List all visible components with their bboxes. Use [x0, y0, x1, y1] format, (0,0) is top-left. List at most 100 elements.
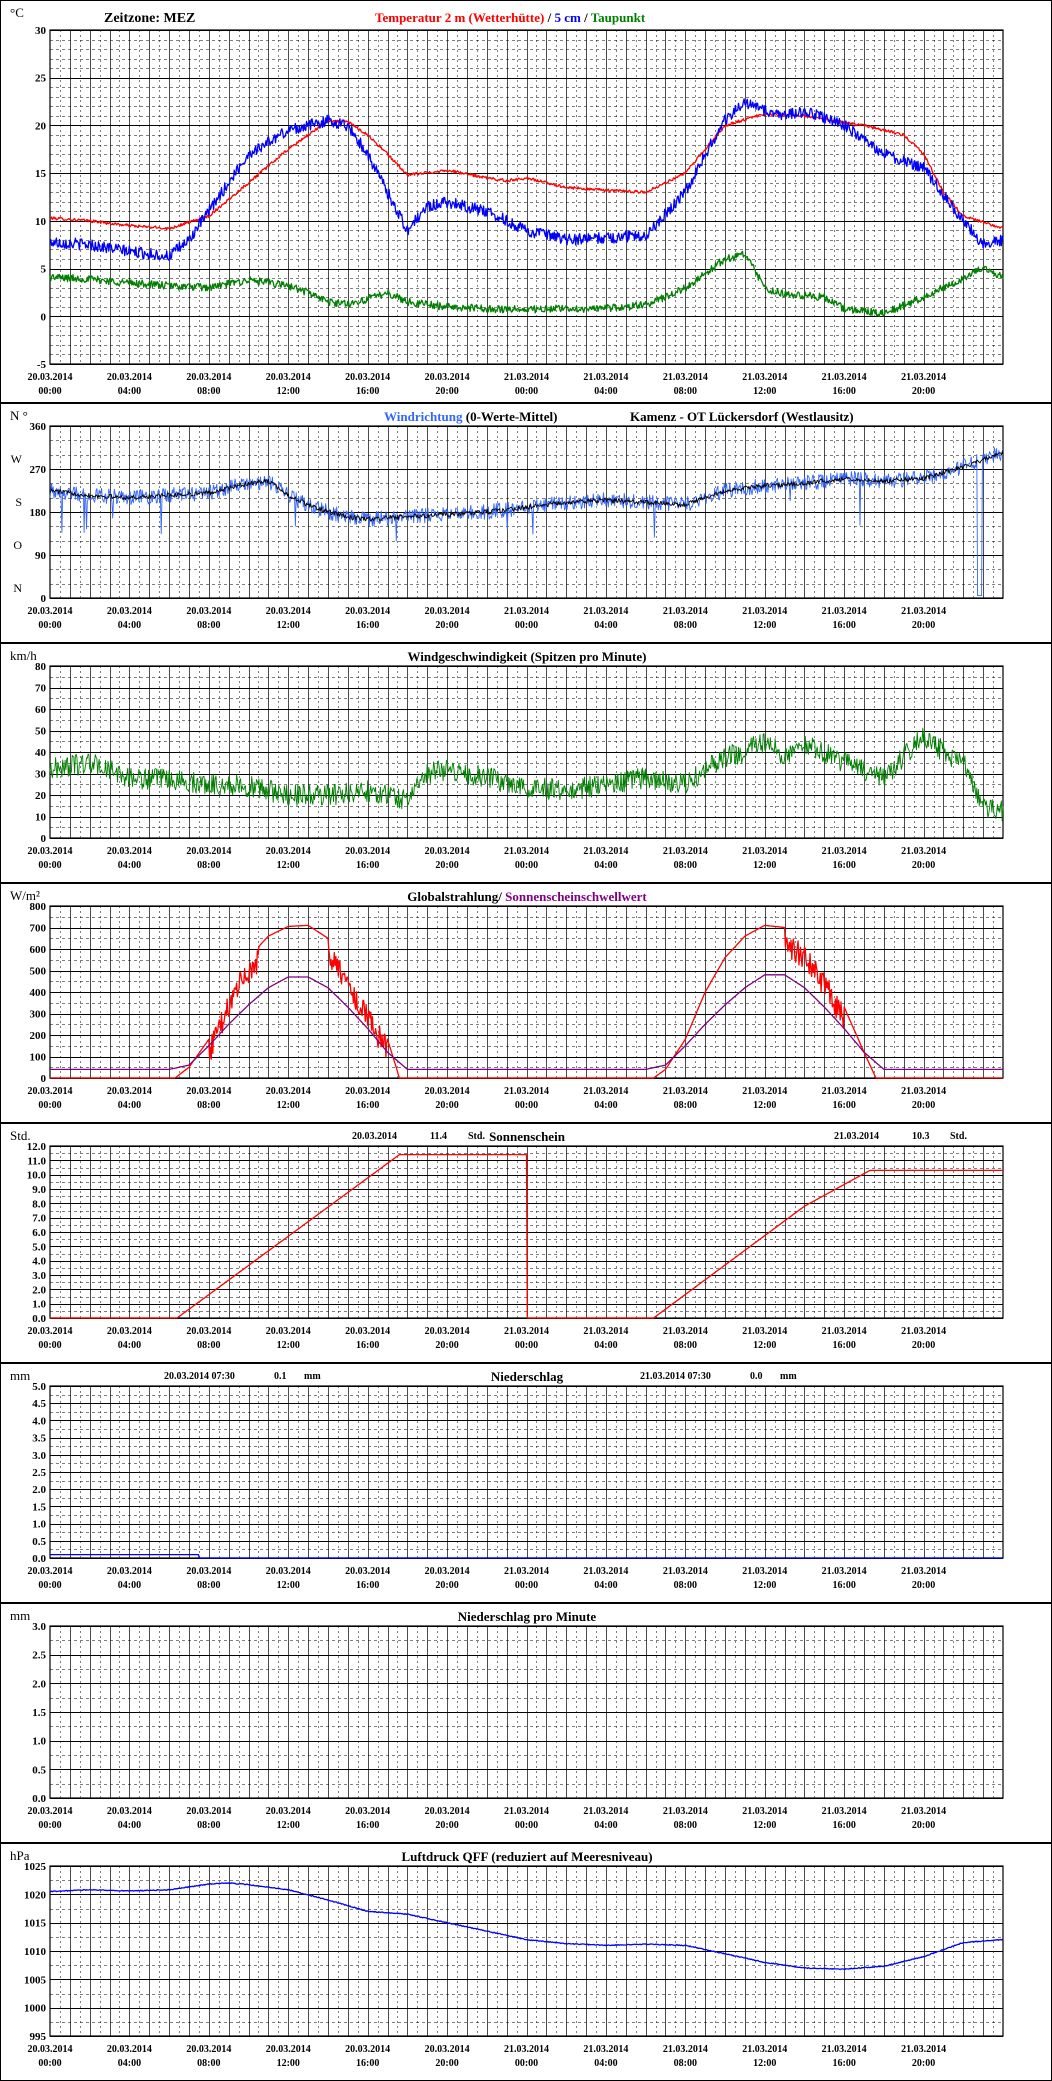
x-tick-date: 20.03.2014 [107, 1566, 152, 1577]
series-group [50, 924, 1003, 1079]
title: Windgeschwindigkeit (Spitzen pro Minute) [408, 649, 647, 664]
x-tick-labels: 20.03.2014 00:00 20.03.2014 04:00 20.03.2014… [28, 1806, 947, 1831]
x-tick-date: 20.03.2014 [186, 846, 231, 857]
x-tick-date: 21.03.2014 [504, 606, 549, 617]
unit-label: mm [10, 1608, 30, 1623]
x-tick-date: 21.03.2014 [742, 606, 787, 617]
x-tick-date: 21.03.2014 [742, 1806, 787, 1817]
unit-label: hPa [10, 1848, 30, 1863]
x-tick-time: 16:00 [832, 2058, 855, 2069]
x-tick-date: 20.03.2014 [345, 2044, 390, 2055]
x-tick-time: 00:00 [515, 620, 538, 631]
series-line-1 [50, 1153, 1003, 1319]
x-tick-time: 20:00 [435, 1820, 458, 1831]
x-tick-date: 21.03.2014 [742, 1326, 787, 1337]
x-tick-time: 20:00 [912, 1580, 935, 1591]
y-tick-label: 300 [30, 1009, 47, 1021]
y-tick-label: 10.0 [27, 1170, 47, 1182]
x-tick-date: 21.03.2014 [663, 1326, 708, 1337]
total-value: 10.3 [912, 1131, 930, 1142]
title: Sonnenschein [489, 1129, 566, 1144]
unit-label: km/h [10, 648, 37, 663]
y-tick-label: 5 [41, 264, 47, 276]
x-tick-date: 21.03.2014 [583, 372, 628, 383]
x-tick-time: 08:00 [674, 860, 697, 871]
y-tick-label: 5.0 [32, 1381, 46, 1393]
compass-label-n: N [13, 581, 22, 595]
x-tick-time: 20:00 [435, 1580, 458, 1591]
plot-border [49, 665, 1004, 839]
x-tick-time: 00:00 [38, 620, 61, 631]
x-tick-time: 16:00 [832, 386, 855, 397]
series-line-1 [49, 447, 1004, 597]
total-value: 0.0 [750, 1371, 763, 1382]
y-tick-label: 1020 [24, 1889, 47, 1901]
y-tick-label: 0.0 [32, 1553, 46, 1565]
panel-sunshine: 0.0 1.0 2.0 3.0 4.0 5.0 6.0 7.0 8.0 9.0 10.0 11.0 12… [0, 1123, 1052, 1363]
x-tick-date: 20.03.2014 [107, 372, 152, 383]
y-tick-label: 11.0 [27, 1155, 46, 1167]
total-date: 20.03.2014 07:30 [164, 1371, 235, 1382]
x-tick-date: 20.03.2014 [425, 1806, 470, 1817]
grid [50, 906, 1003, 1079]
y-tick-label: 50 [35, 726, 47, 738]
x-tick-time: 00:00 [38, 386, 61, 397]
x-tick-labels: 20.03.2014 00:00 20.03.2014 04:00 20.03.2014… [28, 606, 947, 631]
x-tick-time: 20:00 [912, 620, 935, 631]
x-tick-date: 20.03.2014 [425, 372, 470, 383]
daily-totals: 20.03.2014 11.4 Std. 21.03.2014 10.3 Std. [352, 1131, 967, 1142]
x-tick-time: 20:00 [912, 386, 935, 397]
x-tick-date: 20.03.2014 [345, 606, 390, 617]
y-tick-label: 0 [41, 1073, 47, 1085]
x-tick-time: 04:00 [594, 1340, 617, 1351]
x-tick-time: 04:00 [594, 620, 617, 631]
y-tick-label: 20 [35, 120, 47, 132]
y-tick-label: 4.0 [32, 1415, 46, 1427]
x-tick-date: 20.03.2014 [266, 846, 311, 857]
panel-title: Sonnenschein [489, 1129, 566, 1144]
x-tick-date: 20.03.2014 [28, 372, 73, 383]
series-group [49, 98, 1004, 318]
x-tick-date: 20.03.2014 [107, 846, 152, 857]
x-tick-time: 20:00 [435, 1340, 458, 1351]
x-tick-time: 20:00 [435, 860, 458, 871]
x-tick-date: 20.03.2014 [266, 1566, 311, 1577]
x-tick-time: 16:00 [832, 1580, 855, 1591]
x-tick-time: 08:00 [674, 386, 697, 397]
y-tick-label: 180 [30, 507, 47, 519]
total-unit: mm [304, 1371, 321, 1382]
y-tick-label: 1.0 [32, 1736, 46, 1748]
x-tick-time: 12:00 [753, 1100, 776, 1111]
x-tick-time: 08:00 [674, 1820, 697, 1831]
y-tick-label: 40 [35, 747, 47, 759]
x-tick-date: 21.03.2014 [742, 2044, 787, 2055]
x-tick-time: 00:00 [515, 386, 538, 397]
compass-label-o: O [13, 538, 22, 552]
x-tick-date: 21.03.2014 [583, 1086, 628, 1097]
y-tick-label: 3.5 [32, 1433, 46, 1445]
x-tick-date: 21.03.2014 [822, 2044, 867, 2055]
y-tick-label: 70 [35, 683, 47, 695]
x-tick-date: 21.03.2014 [663, 1806, 708, 1817]
x-tick-date: 20.03.2014 [425, 1566, 470, 1577]
y-tick-label: 1005 [24, 1974, 47, 1986]
x-tick-labels: 20.03.2014 00:00 20.03.2014 04:00 20.03.2014… [28, 846, 947, 871]
x-tick-date: 20.03.2014 [186, 372, 231, 383]
series-group [50, 1153, 1003, 1319]
x-tick-date: 20.03.2014 [186, 606, 231, 617]
y-tick-label: 360 [30, 421, 47, 433]
x-tick-date: 20.03.2014 [266, 2044, 311, 2055]
y-tick-label: 4.5 [32, 1398, 46, 1410]
x-tick-time: 04:00 [118, 2058, 141, 2069]
x-tick-time: 12:00 [753, 860, 776, 871]
x-tick-time: 12:00 [277, 386, 300, 397]
y-tick-labels: 0.0 0.5 1.0 1.5 2.0 2.5 3.0 3.5 4.0 4.5 5.0 [32, 1381, 46, 1565]
x-tick-date: 21.03.2014 [901, 1326, 946, 1337]
x-tick-date: 20.03.2014 [28, 2044, 73, 2055]
x-tick-date: 20.03.2014 [425, 1326, 470, 1337]
y-tick-label: 1010 [24, 1946, 47, 1958]
y-tick-labels: 0 90 180 270 360 [30, 421, 47, 605]
y-tick-label: 0.5 [32, 1536, 46, 1548]
x-tick-time: 00:00 [38, 860, 61, 871]
